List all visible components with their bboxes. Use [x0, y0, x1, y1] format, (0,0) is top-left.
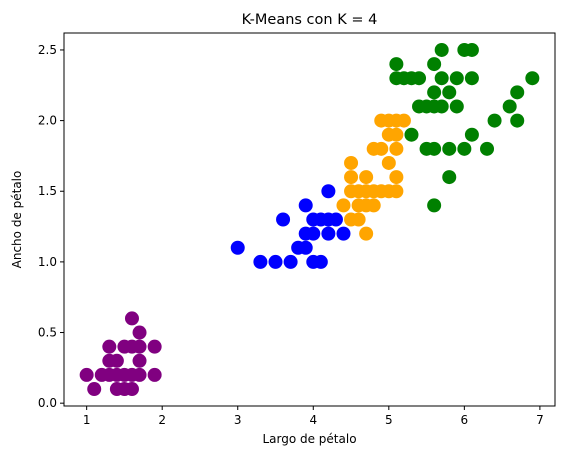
data-point-cluster-4 [434, 42, 449, 57]
data-point-cluster-3 [359, 226, 374, 241]
data-point-cluster-1 [87, 382, 102, 397]
x-tick-label: 5 [385, 413, 393, 427]
data-point-cluster-3 [366, 198, 381, 213]
data-point-cluster-4 [510, 85, 525, 100]
data-point-cluster-3 [389, 184, 404, 199]
data-point-cluster-4 [449, 99, 464, 114]
data-point-cluster-2 [298, 240, 313, 255]
x-tick-label: 1 [83, 413, 91, 427]
x-tick-label: 7 [536, 413, 544, 427]
data-point-cluster-4 [434, 71, 449, 86]
data-point-cluster-4 [404, 127, 419, 142]
x-tick-label: 6 [461, 413, 469, 427]
data-point-cluster-3 [344, 155, 359, 170]
y-tick-label: 0.5 [38, 326, 57, 340]
data-point-cluster-2 [276, 212, 291, 227]
data-points [79, 42, 540, 397]
data-point-cluster-4 [502, 99, 517, 114]
data-point-cluster-3 [344, 170, 359, 185]
data-point-cluster-1 [132, 325, 147, 340]
data-point-cluster-3 [359, 170, 374, 185]
data-point-cluster-2 [268, 254, 283, 269]
data-point-cluster-4 [457, 141, 472, 156]
data-point-cluster-1 [132, 367, 147, 382]
x-tick-label: 2 [158, 413, 166, 427]
data-point-cluster-4 [510, 113, 525, 128]
data-point-cluster-3 [374, 141, 389, 156]
data-point-cluster-2 [321, 184, 336, 199]
data-point-cluster-3 [366, 184, 381, 199]
data-point-cluster-1 [147, 367, 162, 382]
data-point-cluster-2 [313, 254, 328, 269]
data-point-cluster-4 [389, 57, 404, 72]
y-axis-label: Ancho de pétalo [10, 171, 24, 269]
data-point-cluster-3 [374, 113, 389, 128]
x-axis: 1 2 3 4 5 6 7 [83, 406, 544, 427]
data-point-cluster-4 [427, 198, 442, 213]
data-point-cluster-2 [321, 226, 336, 241]
data-point-cluster-2 [336, 226, 351, 241]
data-point-cluster-3 [336, 198, 351, 213]
chart-title: K-Means con K = 4 [242, 12, 378, 28]
data-point-cluster-4 [480, 141, 495, 156]
x-tick-label: 4 [309, 413, 317, 427]
data-point-cluster-3 [396, 113, 411, 128]
data-point-cluster-2 [253, 254, 268, 269]
data-point-cluster-3 [351, 212, 366, 227]
data-point-cluster-4 [464, 71, 479, 86]
data-point-cluster-3 [389, 170, 404, 185]
data-point-cluster-4 [449, 71, 464, 86]
data-point-cluster-4 [427, 57, 442, 72]
y-tick-label: 0.0 [38, 396, 57, 410]
data-point-cluster-4 [464, 127, 479, 142]
data-point-cluster-4 [442, 170, 457, 185]
data-point-cluster-4 [427, 141, 442, 156]
data-point-cluster-4 [464, 42, 479, 57]
data-point-cluster-1 [124, 382, 139, 397]
data-point-cluster-1 [124, 311, 139, 326]
data-point-cluster-4 [487, 113, 502, 128]
data-point-cluster-3 [389, 127, 404, 142]
axes-frame [63, 32, 556, 407]
data-point-cluster-1 [109, 353, 124, 368]
data-point-cluster-1 [132, 339, 147, 354]
data-point-cluster-4 [525, 71, 540, 86]
data-point-cluster-4 [442, 85, 457, 100]
data-point-cluster-2 [306, 226, 321, 241]
data-point-cluster-2 [283, 254, 298, 269]
y-axis: 0.0 0.5 1.0 1.5 2.0 2.5 [38, 43, 64, 410]
data-point-cluster-4 [427, 85, 442, 100]
data-point-cluster-3 [389, 141, 404, 156]
data-point-cluster-2 [298, 198, 313, 213]
y-tick-label: 1.0 [38, 255, 57, 269]
y-tick-label: 1.5 [38, 184, 57, 198]
data-point-cluster-2 [230, 240, 245, 255]
y-tick-label: 2.0 [38, 114, 57, 128]
data-point-cluster-3 [381, 155, 396, 170]
data-point-cluster-1 [102, 339, 117, 354]
data-point-cluster-1 [79, 367, 94, 382]
data-point-cluster-1 [147, 339, 162, 354]
data-point-cluster-4 [412, 71, 427, 86]
x-tick-label: 3 [234, 413, 242, 427]
data-point-cluster-4 [442, 141, 457, 156]
data-point-cluster-2 [328, 212, 343, 227]
x-axis-label: Largo de pétalo [262, 432, 356, 446]
data-point-cluster-4 [434, 99, 449, 114]
data-point-cluster-1 [132, 353, 147, 368]
y-tick-label: 2.5 [38, 43, 57, 57]
